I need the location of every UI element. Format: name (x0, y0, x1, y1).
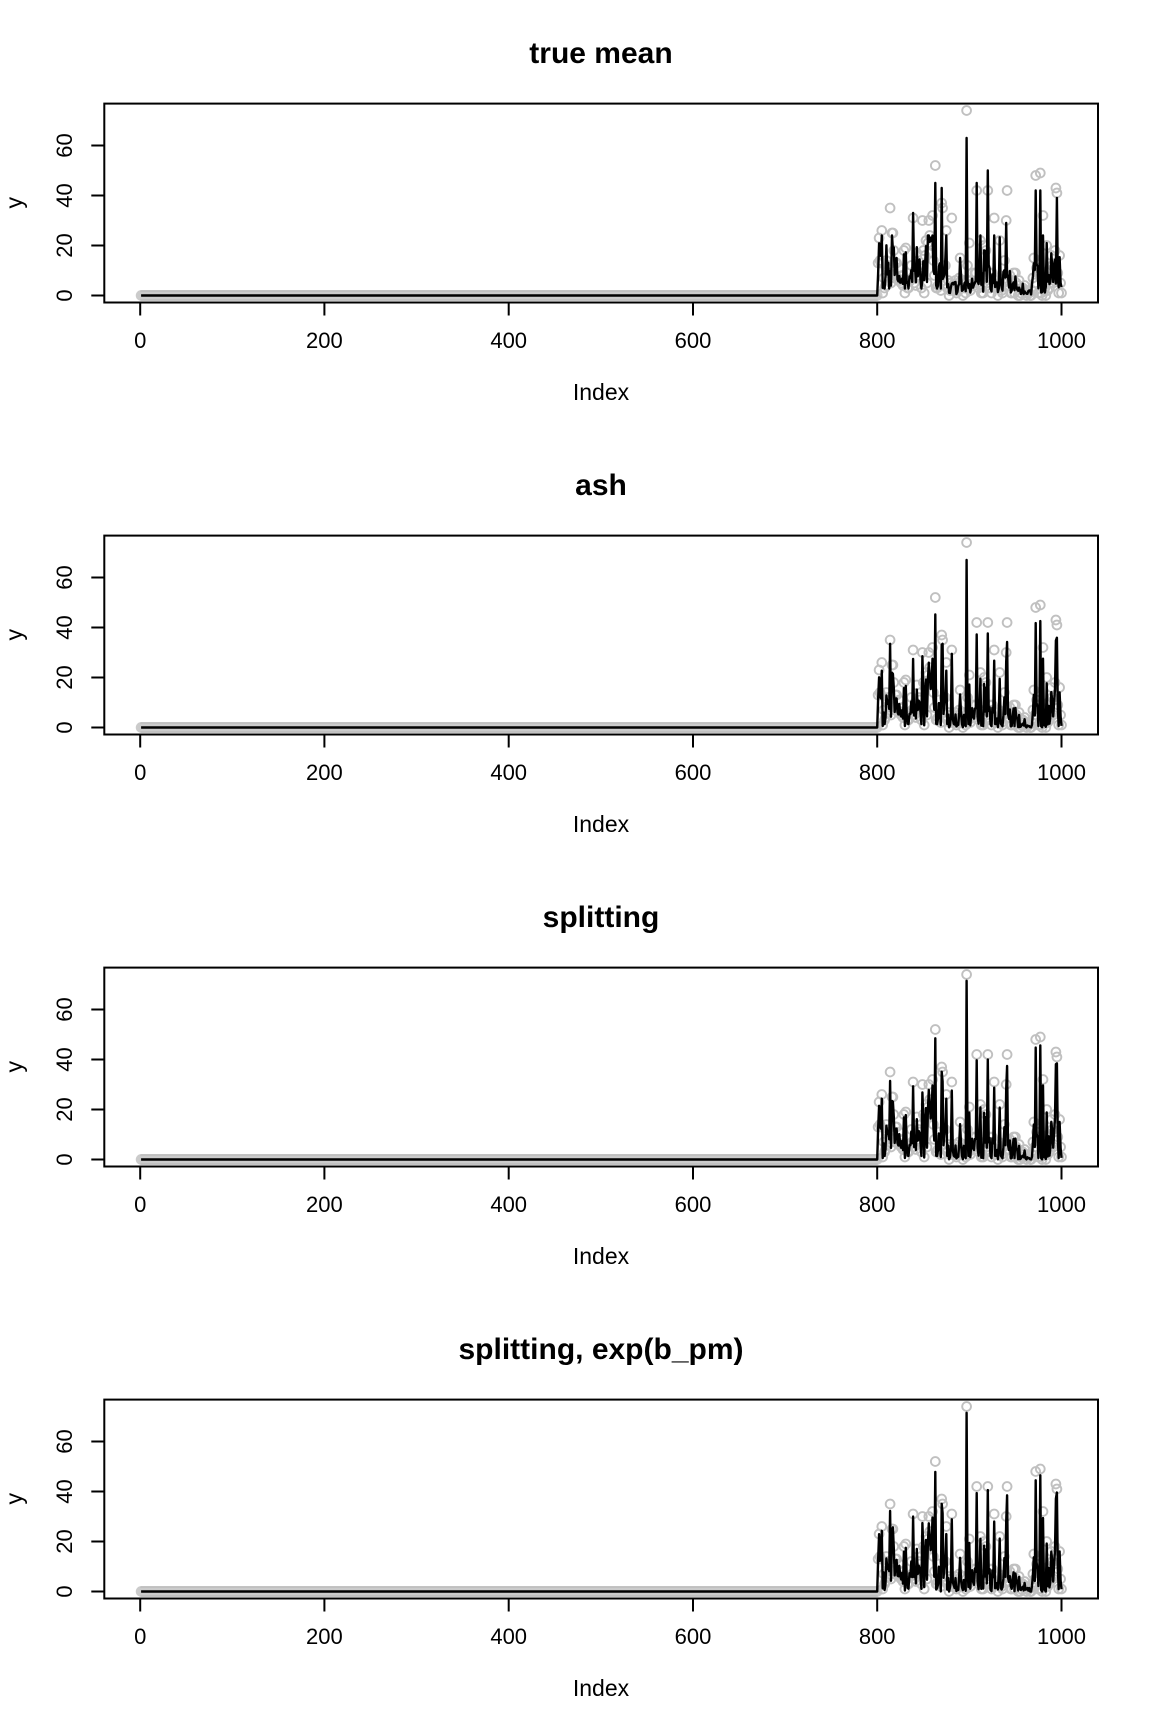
svg-text:Index: Index (573, 1243, 630, 1269)
svg-text:Index: Index (573, 811, 630, 837)
svg-text:20: 20 (52, 1097, 77, 1121)
svg-text:600: 600 (675, 1624, 712, 1649)
svg-text:60: 60 (52, 565, 77, 589)
svg-text:splitting: splitting (543, 901, 660, 934)
svg-text:0: 0 (52, 1585, 77, 1597)
svg-text:600: 600 (675, 1192, 712, 1217)
svg-text:y: y (1, 628, 27, 640)
svg-text:0: 0 (52, 289, 77, 301)
svg-text:600: 600 (675, 328, 712, 353)
svg-text:40: 40 (52, 1047, 77, 1071)
svg-text:1000: 1000 (1037, 328, 1086, 353)
svg-text:0: 0 (52, 721, 77, 733)
svg-text:20: 20 (52, 665, 77, 689)
svg-text:400: 400 (490, 1192, 527, 1217)
svg-text:40: 40 (52, 1479, 77, 1503)
svg-text:400: 400 (490, 1624, 527, 1649)
svg-text:800: 800 (859, 328, 896, 353)
svg-text:40: 40 (52, 183, 77, 207)
svg-text:60: 60 (52, 997, 77, 1021)
svg-text:ash: ash (575, 469, 627, 502)
svg-text:60: 60 (52, 133, 77, 157)
svg-text:splitting, exp(b_pm): splitting, exp(b_pm) (459, 1333, 744, 1366)
svg-text:0: 0 (134, 328, 146, 353)
svg-text:400: 400 (490, 328, 527, 353)
svg-text:y: y (1, 1492, 27, 1504)
svg-text:40: 40 (52, 615, 77, 639)
svg-text:800: 800 (859, 1624, 896, 1649)
svg-text:400: 400 (490, 760, 527, 785)
svg-text:0: 0 (134, 1624, 146, 1649)
svg-text:1000: 1000 (1037, 1624, 1086, 1649)
svg-text:y: y (1, 196, 27, 208)
svg-text:200: 200 (306, 1192, 343, 1217)
svg-text:1000: 1000 (1037, 1192, 1086, 1217)
svg-text:800: 800 (859, 760, 896, 785)
svg-text:0: 0 (134, 1192, 146, 1217)
svg-text:Index: Index (573, 1675, 630, 1701)
svg-text:Index: Index (573, 379, 630, 405)
svg-text:200: 200 (306, 760, 343, 785)
svg-text:60: 60 (52, 1429, 77, 1453)
svg-text:0: 0 (52, 1153, 77, 1165)
svg-text:200: 200 (306, 328, 343, 353)
svg-text:800: 800 (859, 1192, 896, 1217)
svg-text:true mean: true mean (529, 37, 672, 70)
svg-text:0: 0 (134, 760, 146, 785)
svg-text:600: 600 (675, 760, 712, 785)
svg-text:20: 20 (52, 1529, 77, 1553)
svg-text:1000: 1000 (1037, 760, 1086, 785)
svg-text:200: 200 (306, 1624, 343, 1649)
svg-text:20: 20 (52, 233, 77, 257)
svg-text:y: y (1, 1060, 27, 1072)
